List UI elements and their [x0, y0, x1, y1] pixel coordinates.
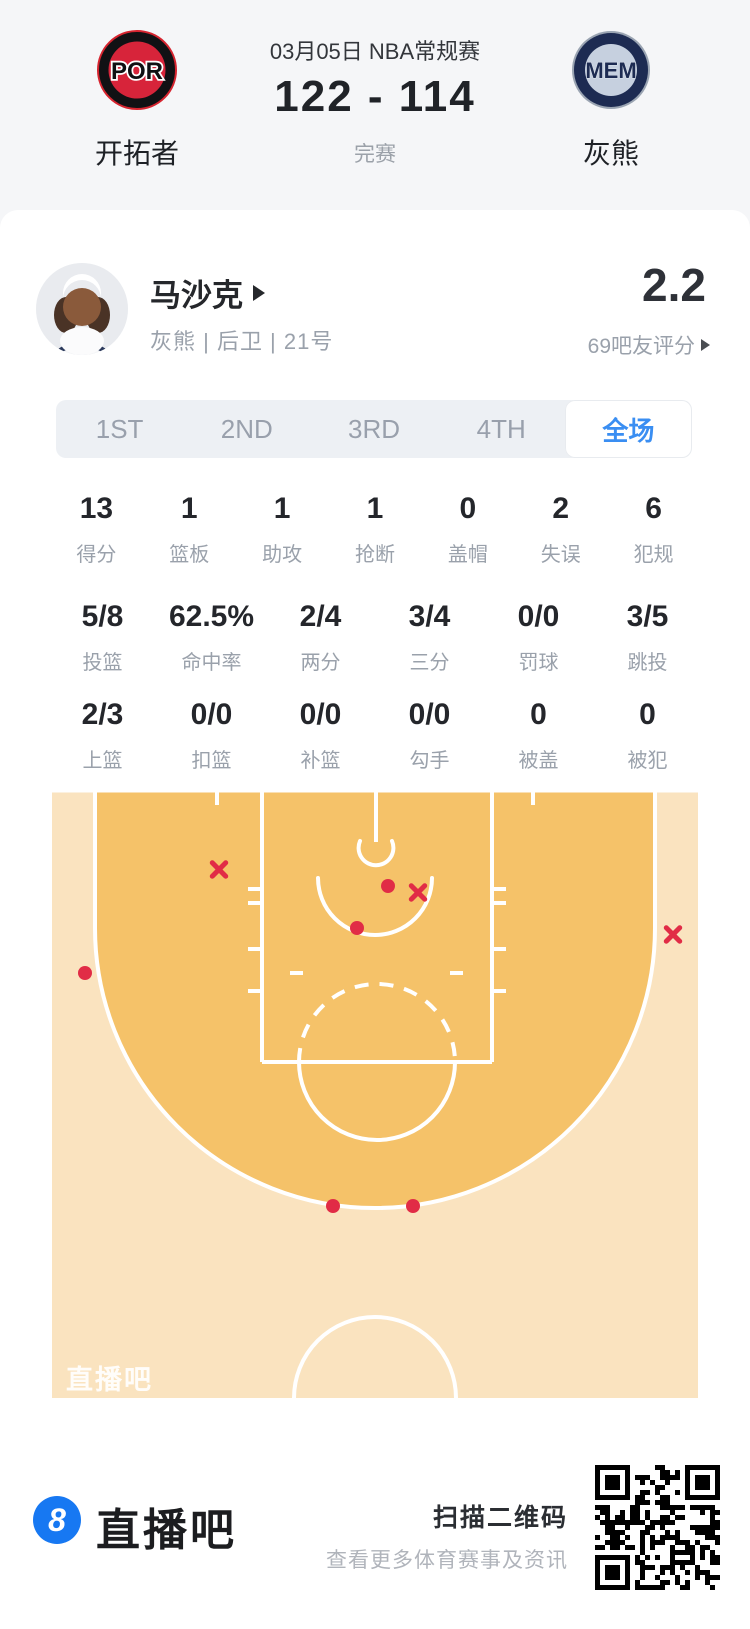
brand-name: 直播吧: [96, 1506, 237, 1555]
qr-subtitle: 查看更多体育赛事及资讯: [326, 1549, 568, 1572]
court-drawing: [52, 787, 698, 1398]
stat-hook: 0/0 勾手: [408, 698, 451, 772]
qr-code: [595, 1465, 720, 1590]
player-name-link[interactable]: 马沙克: [150, 270, 265, 315]
shot-chart-court: 直播吧: [50, 763, 700, 1398]
stat-putback: 0/0 补篮: [299, 698, 342, 772]
missed-shot-marker: [661, 922, 685, 946]
away-team-abbr: MEM: [585, 58, 636, 83]
stat-assists: 1 助攻: [262, 492, 303, 566]
stats-row-shooting: 5/8 投篮 62.5% 命中率 2/4 两分 3/4 三分 0/0 罚球 3/5 跳投: [48, 600, 702, 675]
stat-2pt: 2/4 两分: [299, 600, 342, 674]
tab-4th[interactable]: 4TH: [476, 413, 526, 444]
made-shot-marker: [350, 921, 364, 935]
qr-caption: 扫描二维码 查看更多体育赛事及资讯: [326, 1498, 568, 1574]
stat-turnovers: 2 失误: [540, 492, 581, 566]
made-shot-marker: [381, 879, 395, 893]
stat-blocks: 0 盖帽: [447, 492, 488, 566]
home-team-abbr: POR: [111, 58, 163, 85]
court-watermark: 直播吧: [66, 1365, 153, 1395]
tab-3rd[interactable]: 3RD: [348, 413, 401, 444]
missed-shot-marker: [207, 857, 231, 881]
missed-shot-marker: [406, 880, 430, 904]
tab-full-game[interactable]: 全场: [564, 400, 693, 458]
player-rating-value: 2.2: [642, 259, 706, 311]
stat-fg: 5/8 投篮: [81, 600, 124, 674]
stats-row-basic: 13 得分 1 篮板 1 助攻 1 抢断 0 盖帽 2 失误 6 犯规: [50, 492, 700, 567]
away-team-name: 灰熊: [582, 138, 639, 169]
player-detail-arrow-icon: [253, 284, 265, 301]
stat-blocked: 0 被盖: [518, 698, 559, 772]
stat-dunk: 0/0 扣篮: [190, 698, 233, 772]
stat-fouled: 0 被犯: [627, 698, 668, 772]
player-rating-source-link[interactable]: 69吧友评分: [588, 330, 710, 360]
zhibo8-logo-icon: 8: [33, 1496, 81, 1544]
player-meta: 灰熊 | 后卫 | 21号: [150, 329, 334, 354]
made-shot-marker: [406, 1199, 420, 1213]
game-date-title: 03月05日 NBA常规赛: [269, 39, 481, 64]
home-team-name: 开拓者: [94, 138, 179, 169]
stat-ft: 0/0 罚球: [517, 600, 560, 674]
stat-layup: 2/3 上篮: [81, 698, 124, 772]
home-team-logo[interactable]: POR: [97, 30, 177, 110]
stat-jumpshot: 3/5 跳投: [626, 600, 669, 674]
stat-3pt: 3/4 三分: [408, 600, 451, 674]
player-rating-source: 69吧友评分: [587, 335, 695, 358]
player-photo: [36, 263, 128, 355]
logo-glyph: 8: [48, 1501, 66, 1538]
qr-title: 扫描二维码: [432, 1504, 568, 1532]
tab-1st[interactable]: 1ST: [95, 413, 144, 444]
tab-2nd[interactable]: 2ND: [220, 413, 273, 444]
stat-fouls: 6 犯规: [633, 492, 674, 566]
stat-fg-pct: 62.5% 命中率: [168, 600, 255, 674]
rating-arrow-icon: [701, 339, 710, 351]
game-score: 122 - 114: [274, 72, 476, 121]
made-shot-marker: [326, 1199, 340, 1213]
away-team-logo[interactable]: MEM: [571, 30, 651, 110]
made-shot-marker: [78, 966, 92, 980]
stat-points: 13 得分: [76, 492, 117, 566]
stat-steals: 1 抢断: [354, 492, 395, 566]
player-avatar[interactable]: [36, 263, 128, 355]
game-status: 完赛: [354, 143, 396, 166]
quarter-tabs: 1ST 2ND 3RD 4TH 全场: [56, 400, 693, 458]
stats-row-detail: 2/3 上篮 0/0 扣篮 0/0 补篮 0/0 勾手 0 被盖 0 被犯: [48, 698, 702, 773]
stat-rebounds: 1 篮板: [169, 492, 210, 566]
player-name: 马沙克: [150, 278, 243, 313]
